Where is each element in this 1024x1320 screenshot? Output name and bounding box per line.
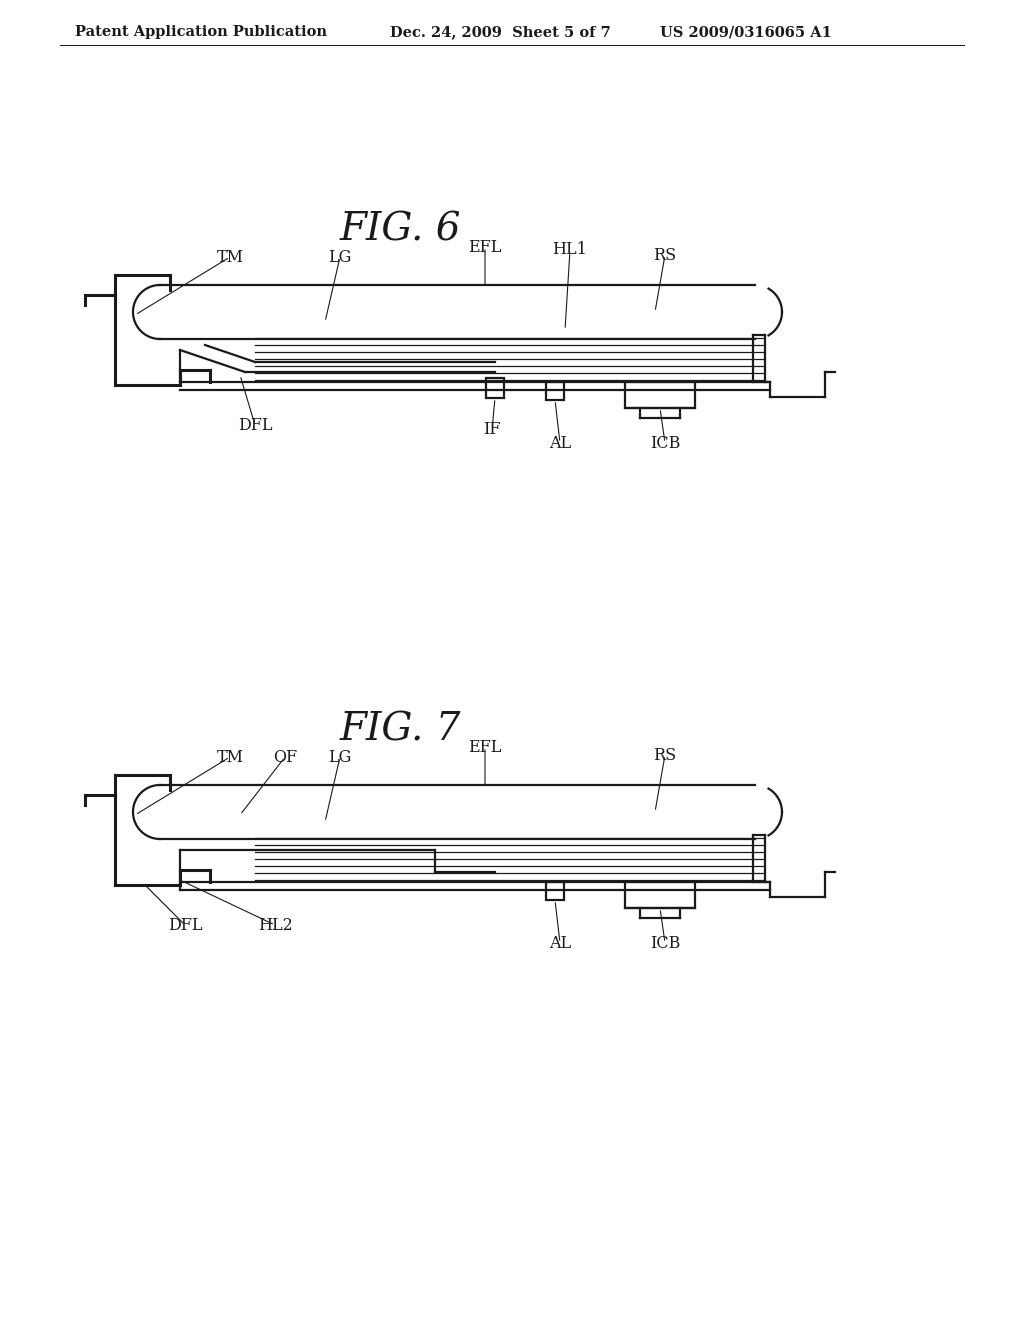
Text: FIG. 7: FIG. 7	[339, 711, 461, 748]
Text: Dec. 24, 2009  Sheet 5 of 7: Dec. 24, 2009 Sheet 5 of 7	[390, 25, 610, 40]
Text: ICB: ICB	[650, 935, 680, 952]
Text: DFL: DFL	[168, 916, 203, 933]
Bar	[486, 378, 504, 399]
Text: US 2009/0316065 A1: US 2009/0316065 A1	[660, 25, 831, 40]
Bar	[625, 381, 695, 408]
Text: EFL: EFL	[468, 239, 502, 256]
Text: FIG. 6: FIG. 6	[339, 211, 461, 248]
Bar	[546, 381, 564, 400]
Text: AL: AL	[549, 434, 571, 451]
Text: TM: TM	[216, 248, 244, 265]
Text: EFL: EFL	[468, 738, 502, 755]
Text: OF: OF	[273, 748, 297, 766]
Text: LG: LG	[329, 748, 351, 766]
Bar	[546, 882, 564, 900]
Text: DFL: DFL	[238, 417, 272, 433]
Bar	[625, 882, 695, 908]
Text: Patent Application Publication: Patent Application Publication	[75, 25, 327, 40]
Text: RS: RS	[653, 247, 677, 264]
Text: RS: RS	[653, 747, 677, 763]
Text: TM: TM	[216, 748, 244, 766]
Text: HL2: HL2	[258, 916, 293, 933]
Text: LG: LG	[329, 248, 351, 265]
Text: AL: AL	[549, 935, 571, 952]
Text: IF: IF	[483, 421, 501, 438]
Text: HL1: HL1	[553, 242, 588, 259]
Text: ICB: ICB	[650, 434, 680, 451]
